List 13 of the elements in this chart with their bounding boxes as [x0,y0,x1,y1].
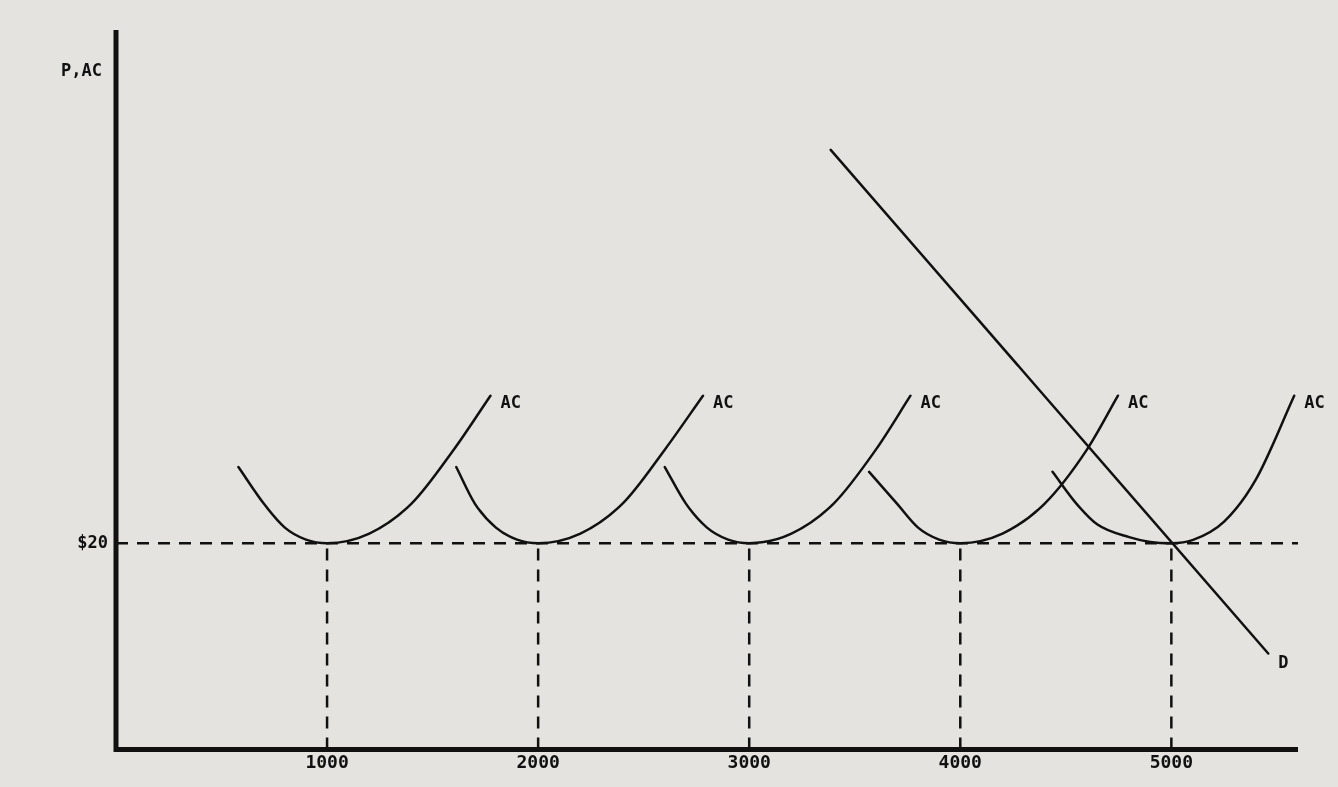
x-tick-label: 5000 [1149,750,1194,772]
series-label: AC [1304,392,1325,413]
y-axis-title: P,AC [61,60,102,81]
x-tick-label: 1000 [305,750,349,772]
text: $20 [77,531,108,552]
x-tick-label: 3000 [727,750,771,772]
series-label: D [1278,651,1289,672]
series-label: AC [712,392,734,413]
series-label: AC [500,392,521,413]
series-label: AC [920,392,941,413]
x-tick-label: 2000 [516,750,560,772]
series-label: AC [1127,392,1149,413]
x-tick-label: 4000 [938,750,982,772]
